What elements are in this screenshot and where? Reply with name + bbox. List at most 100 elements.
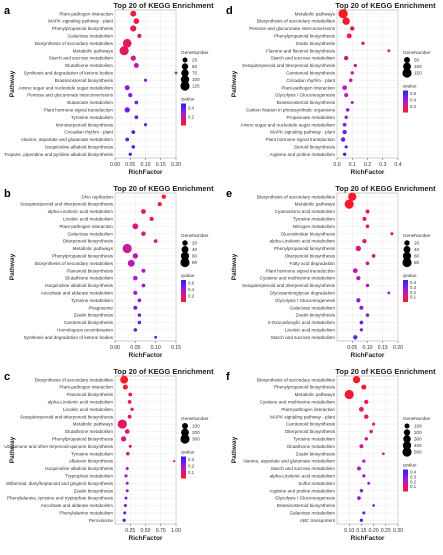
data-point [344, 199, 354, 209]
data-point [124, 107, 130, 113]
size-legend-dot [402, 251, 412, 261]
size-legend-dot [181, 246, 189, 253]
pathway-label: Glycolysis / Gluconeogenesis [275, 496, 336, 501]
data-point [361, 384, 367, 390]
pathway-label: Cyanoamino acid metabolism [275, 209, 335, 214]
data-point [125, 481, 129, 485]
pathway-label: Tyrosine metabolism [71, 451, 113, 456]
size-legend-dot [181, 63, 189, 70]
x-tick-label: 0.75 [156, 528, 166, 534]
pathway-label: Zeatin biosynthesis [74, 313, 114, 318]
data-point [153, 239, 158, 243]
data-point [149, 216, 154, 222]
pathway-label: Biosynthesis of secondary metabolites [35, 261, 114, 266]
pathway-label: Metabolic pathways [73, 246, 114, 251]
data-point [120, 436, 127, 442]
pathway-label: Ascorbate and aldarate metabolism [41, 503, 113, 508]
color-legend-bar [403, 280, 408, 302]
data-point [122, 518, 126, 522]
chart-title: Top 20 of KEGG Enrichment [113, 367, 214, 376]
data-point [124, 429, 130, 434]
pathway-label: Metabolic pathways [73, 422, 114, 427]
pathway-label: Amino sugar and nucleotide sugar metabol… [19, 85, 114, 90]
y-axis-title: Pathway [231, 70, 238, 97]
color-legend-tick: 0.1 [410, 295, 417, 300]
data-point [161, 194, 166, 199]
color-legend-tick: 0.3 [410, 285, 417, 290]
pathway-label: Galactose metabolism [68, 34, 114, 39]
color-legend-title: qvalue [181, 450, 195, 455]
x-axis-title: RichFactor [129, 169, 163, 176]
data-point [137, 298, 142, 303]
pathway-label: Brassinosteroid biosynthesis [277, 503, 336, 508]
pathway-label: Glutathione metabolism [287, 444, 335, 449]
size-legend-label: 60 [414, 254, 420, 259]
panel-letter: a [4, 5, 11, 17]
pathway-label: alpha-Linolenic acid metabolism [48, 400, 114, 405]
data-point [364, 414, 369, 419]
pathway-label: Zeatin biosynthesis [296, 41, 336, 46]
pathway-label: Nitrogen metabolism [293, 224, 335, 229]
chart-title: Top 20 of KEGG Enrichment [335, 1, 436, 10]
data-point [359, 518, 364, 522]
size-legend-label: 80 [414, 260, 420, 265]
pathway-label: Pentose and glucuronate interconversions [27, 93, 114, 98]
size-legend-label: 100 [192, 424, 200, 429]
pathway-label: Starch and sucrose metabolism [271, 466, 336, 471]
pathway-label: Carotenoid biosynthesis [286, 71, 336, 76]
pathway-label: Brassinosteroid biosynthesis [277, 100, 336, 105]
data-point [133, 275, 138, 281]
size-legend-label: 40 [414, 247, 420, 252]
x-tick-label: 0.10 [344, 528, 354, 534]
color-legend-bar [403, 90, 408, 113]
data-point [137, 320, 142, 325]
pathway-label: Alanine, aspartate and glutamate metabol… [243, 459, 335, 464]
x-tick-label: 0.3 [379, 162, 386, 168]
pathway-label: Starch and sucrose metabolism [49, 56, 114, 61]
data-point [355, 245, 362, 252]
data-point [128, 92, 133, 98]
data-point [372, 422, 376, 426]
data-point [133, 290, 138, 295]
data-point [340, 137, 346, 142]
chart-title: Top 20 of KEGG Enrichment [113, 184, 214, 193]
pathway-label: Isoquinoline alkaloid biosynthesis [45, 466, 114, 471]
data-point [359, 488, 364, 493]
data-point [124, 496, 128, 500]
pathway-label: Circadian rhythm - plant [286, 78, 335, 83]
data-point [344, 115, 348, 119]
pathway-label: Flavone and flavonol biosynthesis [266, 48, 336, 53]
data-point [362, 238, 367, 244]
x-tick-label: 0.0 [333, 162, 340, 168]
data-point [387, 49, 391, 53]
y-axis-title: Pathway [231, 253, 238, 280]
color-legend-tick: 0.4 [188, 106, 195, 111]
size-legend-label: 100 [414, 424, 422, 429]
size-legend-dot [181, 428, 189, 437]
data-point [133, 18, 140, 24]
panel-c: c Top 20 of KEGG Enrichment 0.25 0.50 0.75 1.… [4, 367, 214, 542]
pathway-label: Steroid biosynthesis [294, 145, 336, 150]
y-axis-title: Pathway [9, 70, 16, 97]
color-legend-bar [181, 280, 186, 302]
size-legend-dot [403, 435, 411, 443]
x-tick-label: 0.00 [110, 345, 120, 351]
pathway-label: Synthesis and degradation of ketone bodi… [24, 335, 114, 340]
pathway-label: alpha-Linolenic acid metabolism [270, 474, 336, 479]
data-point [382, 452, 385, 456]
pathway-label: Plant-pathogen interaction [59, 11, 113, 16]
color-legend-tick: 0.1 [188, 470, 195, 475]
color-legend-tick: 0.2 [410, 104, 417, 109]
data-point [344, 145, 348, 149]
data-point [120, 375, 129, 384]
data-point [126, 451, 130, 456]
data-point [344, 389, 354, 400]
data-point [128, 392, 133, 397]
data-point [356, 298, 361, 303]
size-legend-label: 150 [414, 71, 422, 76]
x-tick-label: 0.25 [381, 528, 391, 534]
pathway-label: Linoleic acid metabolism [285, 328, 335, 333]
data-point [350, 101, 354, 104]
size-legend-dot [402, 447, 412, 457]
